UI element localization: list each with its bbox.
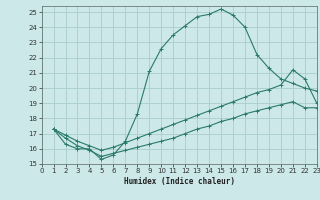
X-axis label: Humidex (Indice chaleur): Humidex (Indice chaleur): [124, 177, 235, 186]
